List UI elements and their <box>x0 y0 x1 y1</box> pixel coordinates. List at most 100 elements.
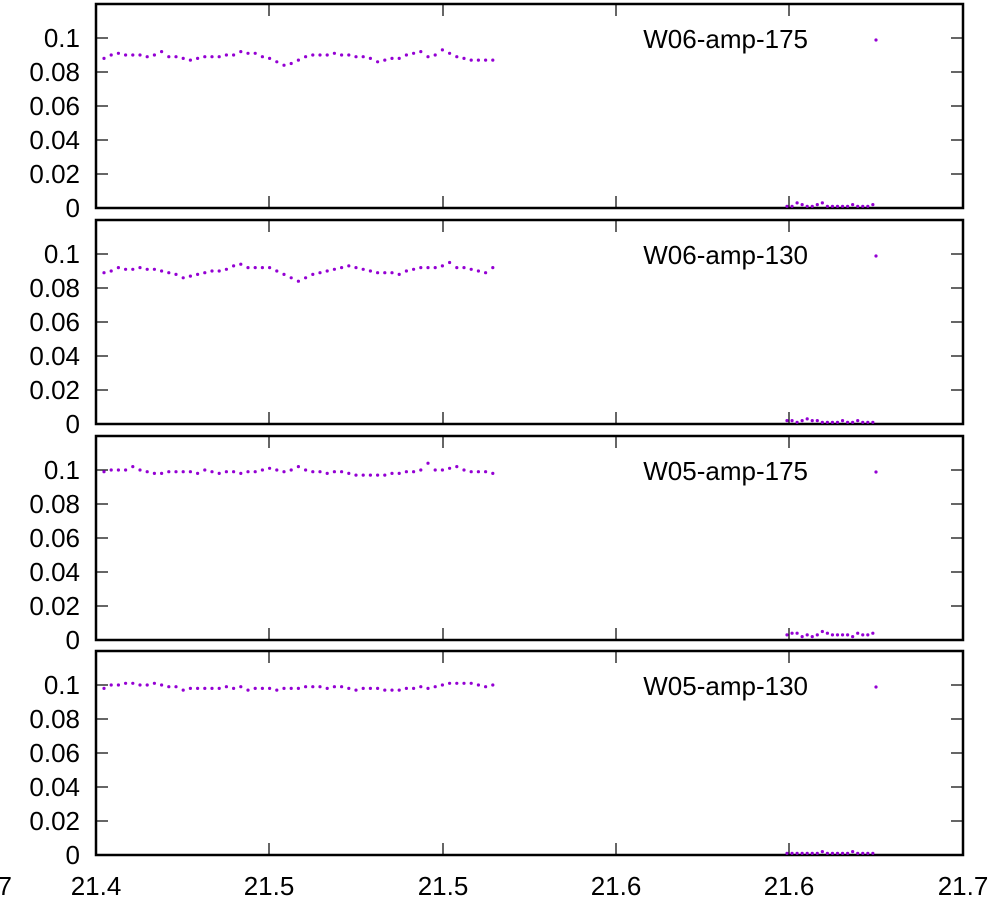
y-tick-label: 0.02 <box>29 806 80 836</box>
data-point <box>347 686 351 691</box>
data-point <box>246 266 250 270</box>
y-tick-label: 0 <box>66 840 80 870</box>
data-point <box>246 51 250 55</box>
data-point <box>412 686 416 691</box>
data-point <box>138 53 142 57</box>
data-point <box>268 266 272 270</box>
data-point <box>383 58 387 62</box>
data-point <box>820 850 824 854</box>
data-point <box>167 470 171 474</box>
data-point <box>404 53 408 57</box>
data-point <box>390 56 394 61</box>
data-point <box>210 686 214 691</box>
data-point <box>174 272 178 276</box>
data-point <box>354 266 358 270</box>
legend-marker <box>874 685 878 689</box>
data-point <box>196 272 200 276</box>
data-point <box>800 419 804 423</box>
legend-label: W05-amp-130 <box>643 671 808 701</box>
data-point <box>224 685 228 689</box>
data-point <box>469 681 473 685</box>
data-point <box>397 471 401 475</box>
data-point <box>260 266 264 270</box>
y-tick-label: 0.04 <box>29 772 80 802</box>
data-point <box>181 688 185 692</box>
data-point <box>167 685 171 689</box>
data-point <box>851 420 855 424</box>
data-point <box>246 470 250 474</box>
data-point <box>440 264 444 268</box>
data-point <box>181 470 185 474</box>
data-point <box>361 473 365 477</box>
data-point <box>174 55 178 59</box>
data-point <box>196 471 200 475</box>
y-tick-label: 0.02 <box>29 375 80 405</box>
data-point <box>376 473 380 477</box>
data-point <box>253 686 257 691</box>
data-point <box>815 851 819 855</box>
data-point <box>462 56 466 61</box>
data-point <box>851 635 855 639</box>
data-point <box>138 468 142 472</box>
data-point <box>805 633 809 637</box>
data-point <box>174 685 178 689</box>
data-point <box>785 633 789 637</box>
y-tick-label: 0.08 <box>29 57 80 87</box>
data-point <box>469 470 473 474</box>
chart-panels: 0 0.02 0.04 0.06 0.08 0.1 W06-amp-175 0 0.02 0.04… <box>29 2 965 870</box>
data-point <box>810 851 814 855</box>
data-point <box>275 60 279 64</box>
data-point <box>138 683 142 687</box>
data-point <box>160 50 164 54</box>
data-point <box>196 56 200 61</box>
data-point <box>830 204 835 208</box>
data-point <box>318 271 322 275</box>
data-point <box>116 51 120 55</box>
y-tick-label: 0.06 <box>29 307 80 337</box>
data-point <box>440 468 444 472</box>
data-point <box>810 419 814 423</box>
data-point <box>203 468 207 472</box>
data-point <box>152 267 156 271</box>
data-point <box>790 851 794 855</box>
data-point <box>340 470 344 474</box>
data-point <box>455 681 459 685</box>
data-point <box>825 851 830 855</box>
data-point <box>825 420 830 424</box>
data-point <box>866 851 870 855</box>
data-point <box>268 56 272 61</box>
data-point <box>340 266 344 270</box>
data-point <box>846 633 850 637</box>
y-tick-label: 0.1 <box>44 455 80 485</box>
data-point <box>830 420 835 424</box>
data-point <box>217 471 221 475</box>
data-point <box>282 470 286 474</box>
data-point <box>426 55 430 59</box>
data-point <box>145 55 149 59</box>
y-tick-label: 0.08 <box>29 489 80 519</box>
data-point <box>390 271 394 275</box>
data-point <box>368 56 372 61</box>
data-point <box>404 686 408 691</box>
data-point <box>484 271 488 275</box>
data-point <box>491 471 495 475</box>
data-point <box>116 468 120 472</box>
data-point <box>484 470 488 474</box>
data-point <box>476 683 480 687</box>
data-point <box>304 276 308 280</box>
data-point <box>109 269 113 273</box>
data-point <box>152 681 156 685</box>
x-tick-label: 21.6 <box>764 871 815 901</box>
data-point <box>311 272 315 276</box>
data-point <box>311 53 315 57</box>
data-point <box>866 633 870 637</box>
data-point <box>289 61 293 66</box>
data-point <box>383 271 387 275</box>
data-point <box>404 269 408 273</box>
data-point <box>800 851 804 855</box>
data-point <box>419 468 423 472</box>
data-point <box>188 470 192 474</box>
data-point <box>820 420 824 424</box>
data-point <box>851 203 855 207</box>
data-point <box>462 468 466 472</box>
